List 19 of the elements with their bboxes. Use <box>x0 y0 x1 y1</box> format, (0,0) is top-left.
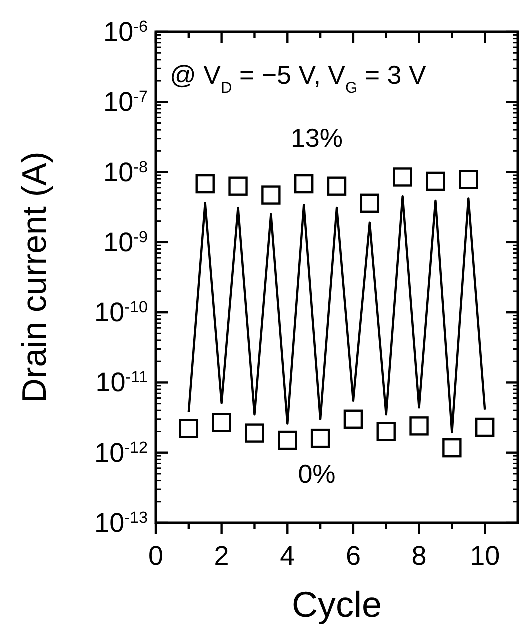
x-axis-title: Cycle <box>292 584 382 625</box>
x-tick-label: 2 <box>214 541 230 571</box>
y-tick-label: 10$^{-8}$ <box>104 157 148 188</box>
y-axis-title: Drain current (A) <box>16 152 54 404</box>
annotation: @ V$_{D}$ = −5 V, V$_{G}$ = 3 V <box>170 60 427 96</box>
y-tick-label: 10$^{-10}$ <box>94 298 148 328</box>
annotation: 0% <box>298 459 336 489</box>
x-tick-label: 8 <box>412 541 427 571</box>
x-tick-label: 6 <box>346 541 361 571</box>
x-tick-label: 10 <box>470 541 500 571</box>
y-tick-label: 10$^{-7}$ <box>104 87 148 118</box>
y-tick-label: 10$^{-6}$ <box>104 17 148 47</box>
y-tick-label: 10$^{-9}$ <box>104 227 148 258</box>
x-tick-label: 4 <box>280 541 296 571</box>
y-tick-label: 10$^{-13}$ <box>94 508 148 538</box>
y-tick-label: 10$^{-11}$ <box>96 368 148 398</box>
y-tick-label: 10$^{-12}$ <box>94 438 148 468</box>
x-tick-label: 0 <box>148 541 164 571</box>
annotation: 13% <box>290 123 344 153</box>
